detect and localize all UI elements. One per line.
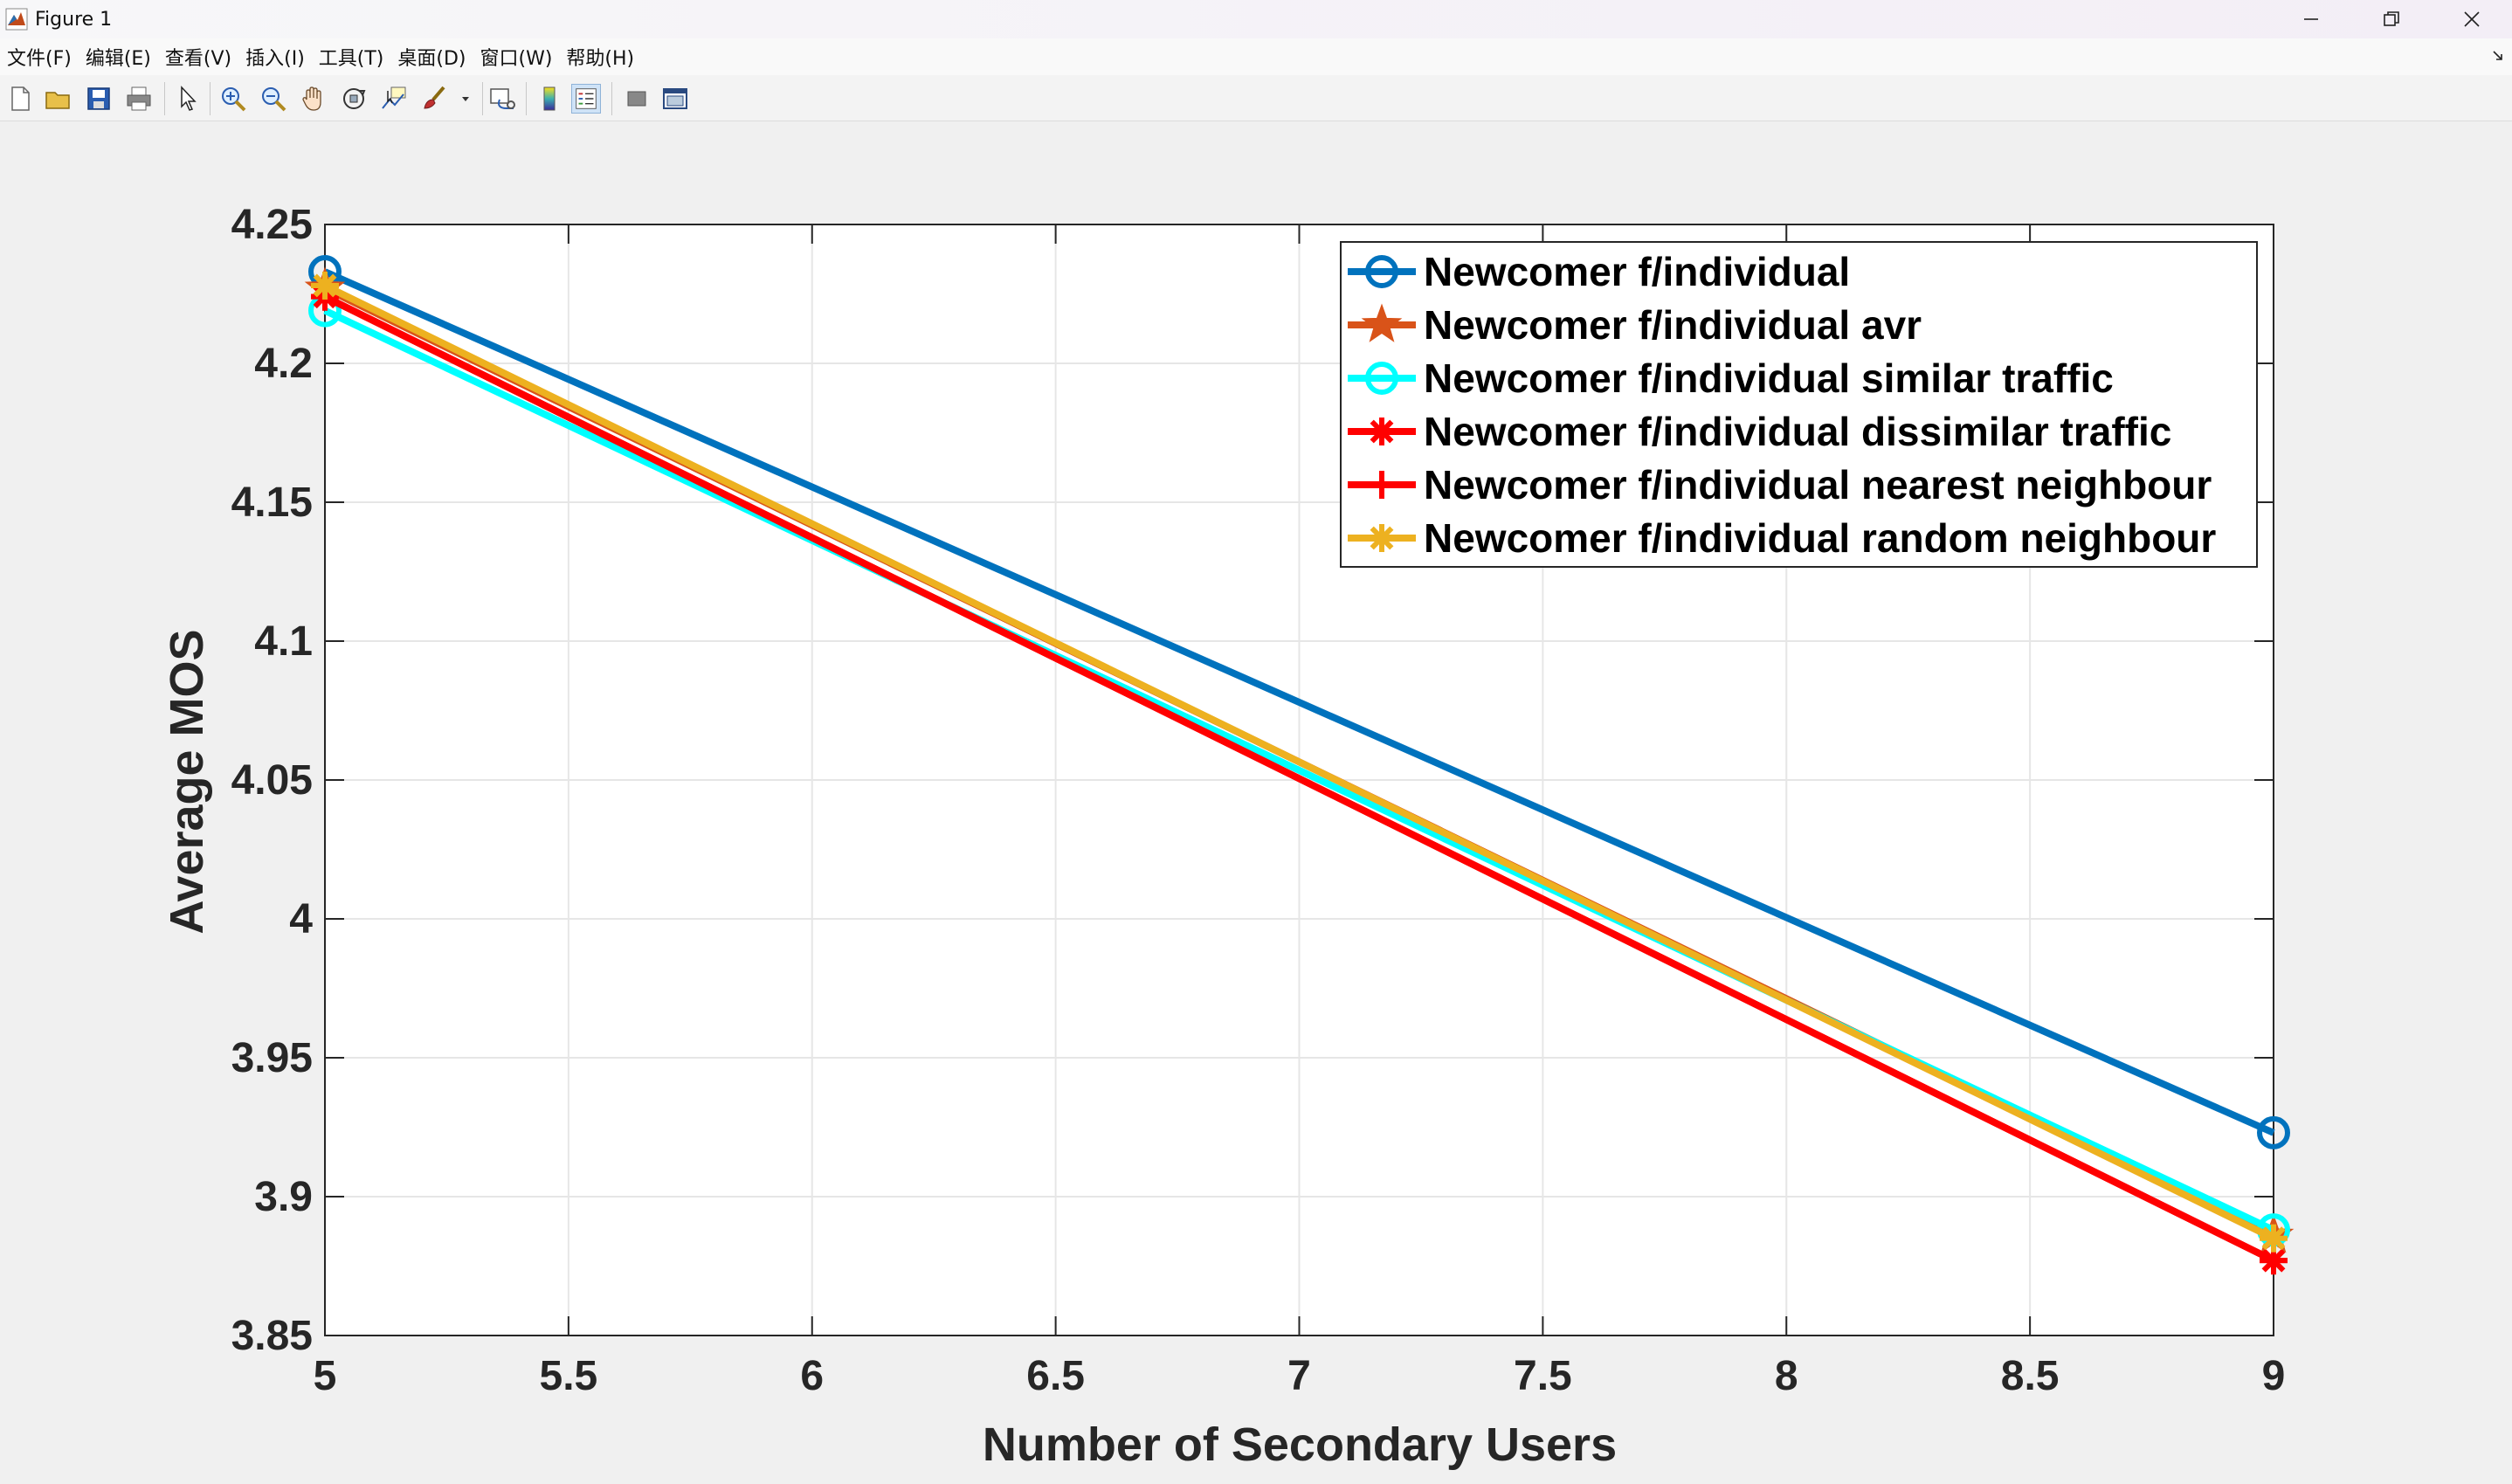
toolbar-separator xyxy=(526,82,527,115)
legend-entry: Newcomer f/individual xyxy=(1348,249,1850,294)
menu-insert[interactable]: 插入(I) xyxy=(245,48,305,70)
matlab-logo-icon xyxy=(5,8,28,31)
menu-file[interactable]: 文件(F) xyxy=(7,48,72,70)
title-bar: Figure 1 xyxy=(0,0,2512,38)
data-cursor-icon[interactable] xyxy=(379,84,409,114)
series-5 xyxy=(311,282,2288,1275)
legend-entry: Newcomer f/individual avr xyxy=(1348,302,1922,348)
zoom-in-icon[interactable] xyxy=(218,84,248,114)
menu-view[interactable]: 查看(V) xyxy=(164,48,232,70)
restore-icon xyxy=(2384,11,2399,26)
legend-marker xyxy=(1361,303,1403,342)
legend-label: Newcomer f/individual similar traffic xyxy=(1424,355,2114,401)
x-tick-label: 6 xyxy=(800,1353,824,1399)
y-tick-label: 3.9 xyxy=(254,1174,313,1220)
x-tick-label: 5 xyxy=(314,1353,337,1399)
x-tick-label: 7 xyxy=(1287,1353,1311,1399)
x-tick-label: 9 xyxy=(2262,1353,2286,1399)
legend-marker xyxy=(1368,418,1396,445)
legend-label: Newcomer f/individual xyxy=(1424,249,1850,294)
legend-icon[interactable] xyxy=(571,84,601,114)
legend-marker xyxy=(1365,362,1398,395)
legend-label: Newcomer f/individual nearest neighbour xyxy=(1424,462,2212,507)
legend-label: Newcomer f/individual avr xyxy=(1424,302,1922,348)
legend-marker xyxy=(1368,471,1396,499)
axes-box xyxy=(324,224,2274,1336)
legend-marker xyxy=(1368,524,1396,552)
y-tick-label: 4.2 xyxy=(254,341,313,387)
data-point xyxy=(2257,1115,2290,1149)
legend-label: Newcomer f/individual dissimilar traffic xyxy=(1424,409,2171,454)
dock-arrow-icon[interactable] xyxy=(2491,49,2505,63)
figure-canvas: 5 5.5 6 6.5 7 7.5 8 8.5 9 3.85 3.9 3.95 4 4.05 4.1 4.15… xyxy=(0,121,2512,1484)
x-tick-label: 8 xyxy=(1775,1353,1798,1399)
y-tick-label: 3.95 xyxy=(231,1035,313,1081)
window-title: Figure 1 xyxy=(35,8,113,31)
chevron-down-icon[interactable] xyxy=(459,84,472,114)
pan-hand-icon[interactable] xyxy=(299,84,328,114)
toolbar xyxy=(0,75,2512,121)
open-file-icon[interactable] xyxy=(44,84,73,114)
y-tick-label: 3.85 xyxy=(231,1313,313,1359)
menu-help[interactable]: 帮助(H) xyxy=(566,48,635,70)
minimize-button[interactable] xyxy=(2271,0,2351,38)
series-line xyxy=(323,293,2275,1264)
x-tick-label: 7.5 xyxy=(1514,1353,1572,1399)
hide-plot-tools-icon[interactable] xyxy=(622,84,652,114)
print-icon[interactable] xyxy=(124,84,154,114)
series-line xyxy=(323,282,2275,1242)
menu-window[interactable]: 窗口(W) xyxy=(480,48,553,70)
y-tick-label: 4.25 xyxy=(231,202,313,248)
new-figure-icon[interactable] xyxy=(5,84,35,114)
menu-tools[interactable]: 工具(T) xyxy=(318,48,384,70)
x-tick-label: 5.5 xyxy=(540,1353,598,1399)
legend-entry: Newcomer f/individual random neighbour xyxy=(1348,515,2216,561)
show-plot-tools-icon[interactable] xyxy=(660,84,690,114)
legend-entry: Newcomer f/individual nearest neighbour xyxy=(1348,462,2212,507)
y-tick-label: 4.1 xyxy=(254,618,313,665)
legend-entry: Newcomer f/individual dissimilar traffic xyxy=(1348,409,2171,454)
toolbar-separator xyxy=(164,82,165,115)
brush-icon[interactable] xyxy=(419,84,449,114)
y-axis-label: Average MOS xyxy=(161,629,213,934)
line-chart: 5 5.5 6 6.5 7 7.5 8 8.5 9 3.85 3.9 3.95 4 4.05 4.1 4.15… xyxy=(161,202,2295,1471)
series-6 xyxy=(311,271,2288,1253)
x-tick-label: 8.5 xyxy=(2001,1353,2060,1399)
minimize-icon xyxy=(2304,18,2318,20)
toolbar-separator xyxy=(611,82,612,115)
zoom-out-icon[interactable] xyxy=(259,84,288,114)
legend-entry: Newcomer f/individual similar traffic xyxy=(1348,355,2114,401)
x-axis-label: Number of Secondary Users xyxy=(983,1418,1617,1471)
colorbar-icon[interactable] xyxy=(535,84,564,114)
data-point xyxy=(311,271,339,300)
toolbar-separator xyxy=(482,82,483,115)
legend-box xyxy=(1340,241,2258,568)
rotate-3d-icon[interactable] xyxy=(339,84,369,114)
menu-bar: 文件(F) 编辑(E) 查看(V) 插入(I) 工具(T) 桌面(D) 窗口(W… xyxy=(0,38,2512,75)
close-button[interactable] xyxy=(2432,0,2512,38)
y-tick-label: 4.05 xyxy=(231,757,313,804)
y-tick-label: 4 xyxy=(289,896,313,942)
restore-button[interactable] xyxy=(2351,0,2432,38)
link-plot-icon[interactable] xyxy=(487,84,517,114)
menu-edit[interactable]: 编辑(E) xyxy=(85,48,151,70)
y-tick-label: 4.15 xyxy=(231,480,313,526)
data-point xyxy=(2260,1224,2288,1253)
series-line xyxy=(323,268,2275,1136)
save-icon[interactable] xyxy=(84,84,114,114)
menu-desktop[interactable]: 桌面(D) xyxy=(397,48,466,70)
x-tick-label: 6.5 xyxy=(1026,1353,1085,1399)
pointer-icon[interactable] xyxy=(173,84,203,114)
close-icon xyxy=(2464,11,2480,27)
legend-label: Newcomer f/individual random neighbour xyxy=(1424,515,2216,561)
legend-marker xyxy=(1365,255,1398,288)
